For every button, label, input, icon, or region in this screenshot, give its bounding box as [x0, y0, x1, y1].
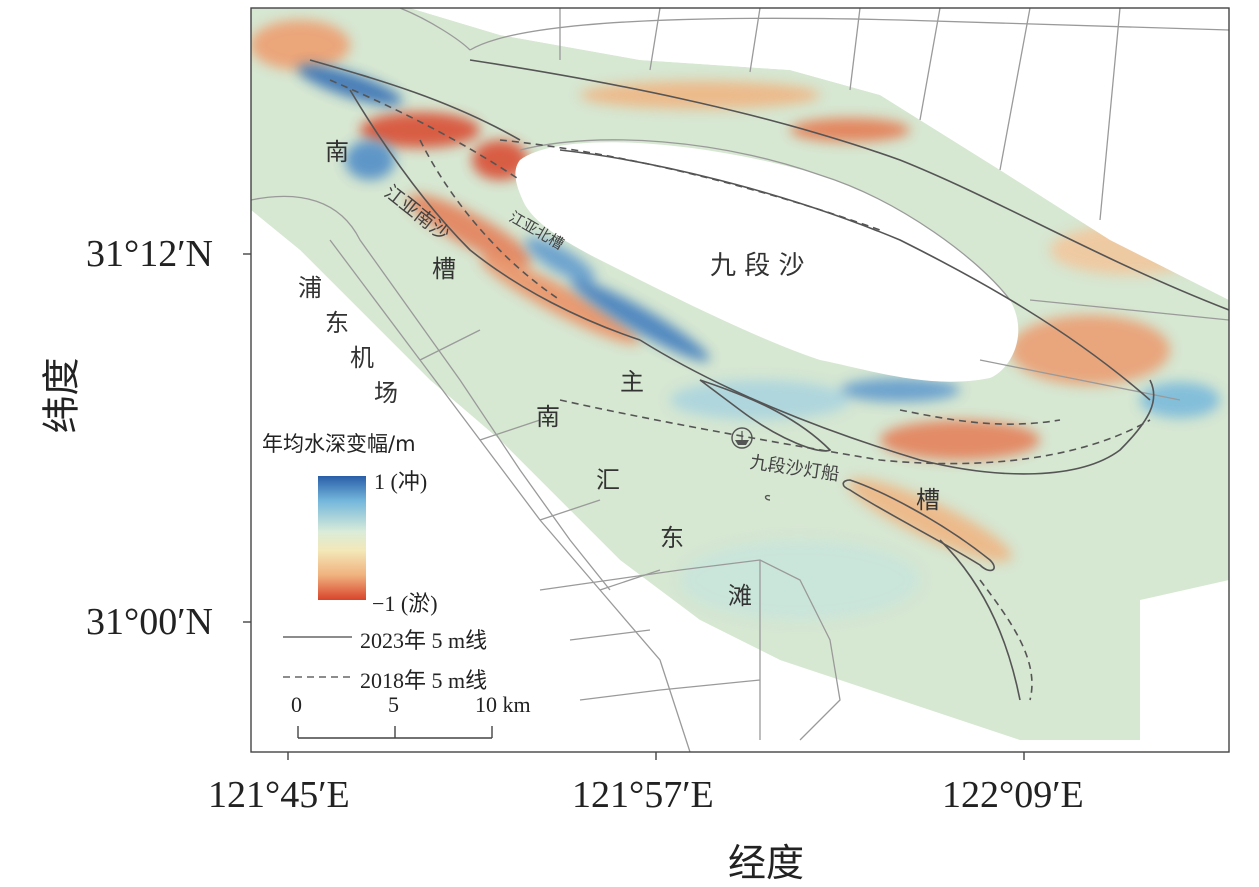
- y-tick-31-00: 31°00′N: [86, 601, 213, 643]
- reference-lines: [251, 8, 1229, 752]
- main-channel-char-1: 主: [620, 368, 644, 396]
- axis-ticks: [243, 253, 1025, 760]
- airport-char-3: 机: [350, 344, 374, 372]
- nanhui-char-4: 滩: [728, 582, 752, 610]
- label-nancao-2: 槽: [432, 257, 456, 281]
- airport-char-2: 东: [325, 309, 349, 337]
- x-tick-121-45: 121°45′E: [208, 774, 350, 816]
- nanhui-char-1: 南: [536, 403, 560, 431]
- legend-max-label: 1 (冲): [374, 469, 428, 494]
- map-area: [251, 8, 1229, 752]
- scale-bar: [297, 726, 493, 739]
- x-axis-label: 经度: [728, 841, 805, 885]
- y-axis-label: 纬度: [39, 357, 84, 434]
- legend-min-label: −1 (淤): [372, 591, 438, 616]
- legend-line-2018-label: 2018年 5 m线: [360, 668, 488, 693]
- y-tick-31-12: 31°12′N: [86, 233, 213, 275]
- lightship-symbol: [731, 427, 753, 449]
- label-jiuduan-sha: 九 段 沙: [710, 251, 805, 281]
- airport-char-1: 浦: [298, 274, 322, 302]
- x-tick-121-57: 121°57′E: [572, 774, 714, 816]
- isobath-2018: [329, 79, 1151, 701]
- jiuduan-sha-island: [515, 142, 1019, 382]
- nancao-char-2: 槽: [432, 255, 456, 283]
- north-bank: [410, 8, 1229, 300]
- legend-line-2023-label: 2023年 5 m线: [360, 628, 488, 653]
- land-area: [251, 210, 850, 752]
- legend-colorbar: [318, 476, 366, 600]
- small-shoal: [764, 494, 771, 501]
- legend-title: 年均水深变幅/m: [262, 432, 416, 456]
- label-nancao-1: 南: [325, 140, 349, 164]
- nanhui-char-2: 汇: [596, 466, 620, 494]
- main-channel-char-2: 槽: [916, 486, 940, 514]
- scale-label-0: 0: [291, 692, 302, 717]
- airport-char-4: 场: [374, 379, 398, 407]
- isobath-2023: [309, 59, 1229, 701]
- nanhui-char-3: 东: [660, 524, 684, 552]
- nancao-char-1: 南: [325, 138, 349, 166]
- map-frame: [250, 7, 1230, 753]
- x-tick-122-09: 122°09′E: [942, 774, 1084, 816]
- scale-label-10: 10 km: [475, 692, 531, 717]
- scale-label-5: 5: [388, 692, 399, 717]
